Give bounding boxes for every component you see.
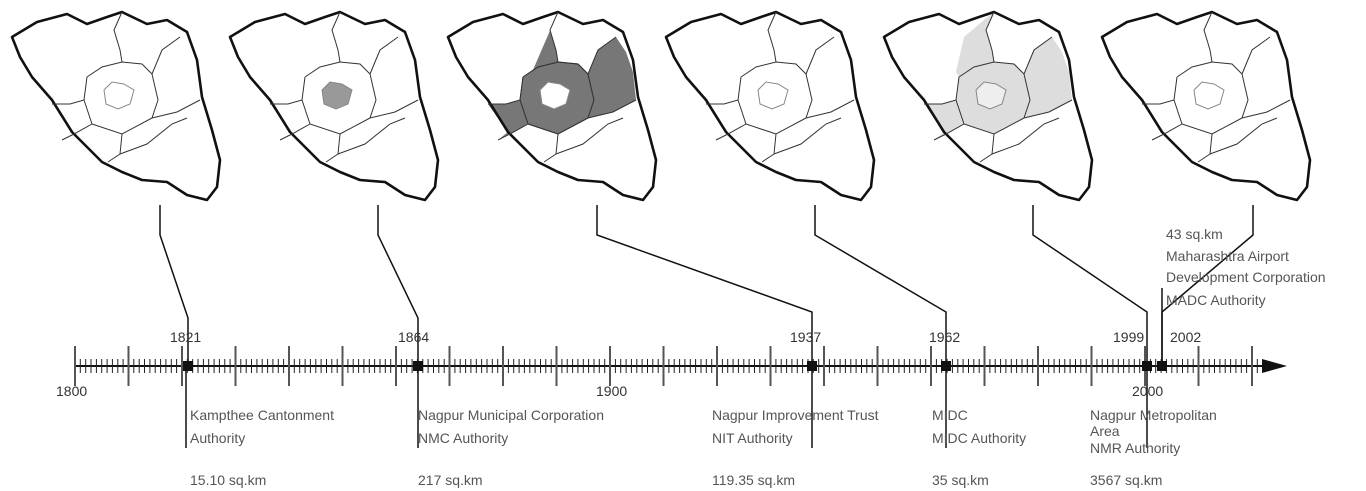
event-name-1821-line1: Kampthee Cantonment: [190, 407, 334, 423]
event-name-1962-line2: MIDC Authority: [932, 430, 1026, 446]
map-nmr: [882, 10, 1094, 202]
marker-1937: [807, 361, 817, 371]
map-madc: [1100, 10, 1312, 202]
event-area-1962: 35 sq.km: [932, 472, 989, 488]
event-name-2002-line2: Development Corporation: [1166, 269, 1326, 285]
event-name-1937-line2: NIT Authority: [712, 430, 793, 446]
marker-1999: [1142, 361, 1152, 371]
event-year-1821: 1821: [170, 329, 201, 345]
event-area-1937: 119.35 sq.km: [712, 472, 795, 488]
event-name-1999-line1: Nagpur Metropolitan: [1090, 407, 1217, 423]
map-nit: [446, 10, 658, 202]
label-lines: [185, 288, 1163, 448]
event-year-1962: 1962: [929, 329, 960, 345]
event-markers: [183, 361, 1167, 371]
event-name-2002-line3: MADC Authority: [1166, 292, 1266, 308]
marker-1864: [413, 361, 423, 371]
event-area-1864: 217 sq.km: [418, 472, 483, 488]
arrow-head-icon: [1262, 359, 1287, 373]
event-name-1962-line1: MIDC: [932, 407, 968, 423]
event-name-1864-line1: Nagpur Municipal Corporation: [418, 407, 604, 423]
event-name-1999-line2: Area: [1090, 423, 1120, 439]
marker-1962: [941, 361, 951, 371]
event-area-1999: 3567 sq.km: [1090, 472, 1162, 488]
connector-1962: [814, 205, 947, 365]
marker-2002: [1157, 361, 1167, 371]
axis-label-2000: 2000: [1132, 383, 1163, 399]
event-area-2002: 43 sq.km: [1166, 226, 1223, 242]
event-year-1937: 1937: [790, 329, 821, 345]
event-year-1864: 1864: [398, 329, 429, 345]
connector-1864: [377, 205, 419, 365]
connector-1937: [596, 205, 813, 365]
axis-label-1800: 1800: [56, 383, 87, 399]
event-year-1999: 1999: [1113, 329, 1144, 345]
map-kampthee: [10, 10, 222, 202]
event-name-1821-line2: Authority: [190, 430, 245, 446]
timeline-axis: [74, 346, 1287, 386]
map-midc: [664, 10, 876, 202]
connector-1821: [159, 205, 189, 365]
axis-label-1900: 1900: [596, 383, 627, 399]
connector-lines: [159, 205, 1254, 365]
marker-1821: [183, 361, 193, 371]
event-name-1999-line3: NMR Authority: [1090, 440, 1180, 456]
event-name-1937-line1: Nagpur Improvement Trust: [712, 407, 879, 423]
event-year-2002: 2002: [1170, 329, 1201, 345]
map-nmc: [228, 10, 440, 202]
connector-1999: [1032, 205, 1148, 365]
event-name-2002-line1: Maharashtra Airport: [1166, 248, 1289, 264]
event-area-1821: 15.10 sq.km: [190, 472, 266, 488]
event-name-1864-line2: NMC Authority: [418, 430, 508, 446]
